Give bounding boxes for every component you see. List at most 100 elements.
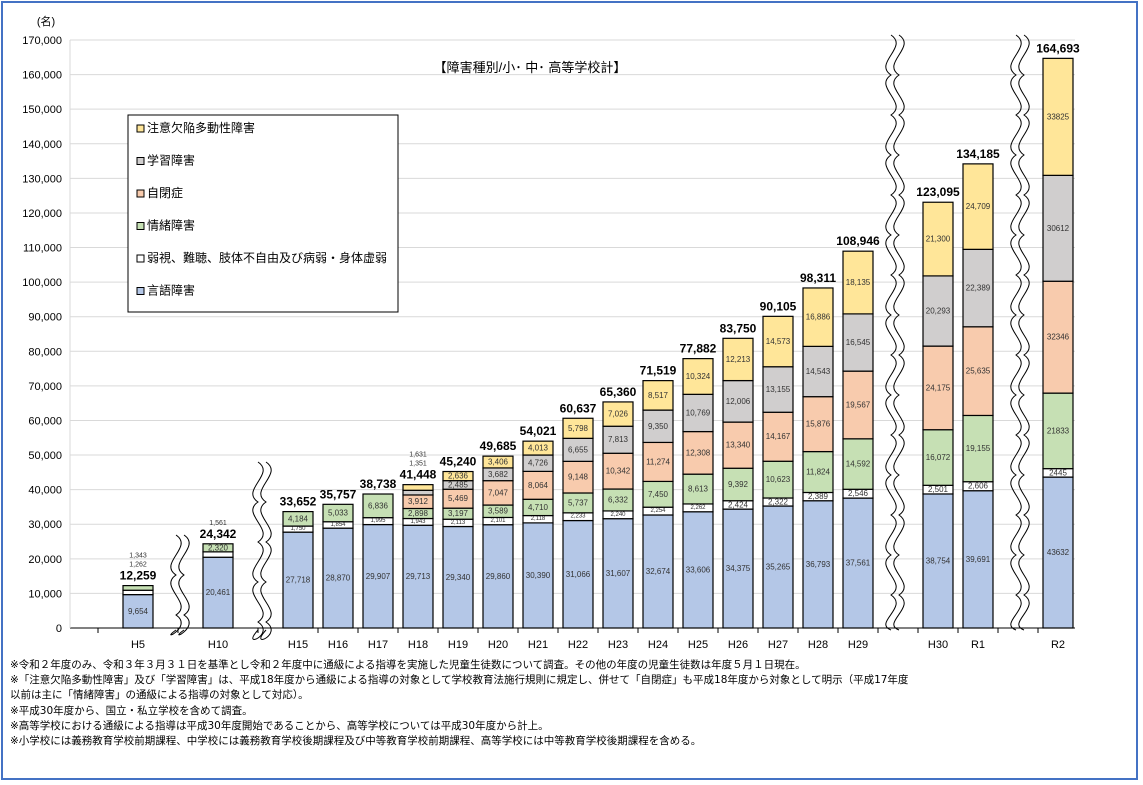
total-label: 90,105 bbox=[760, 299, 797, 313]
segment-label: 35,265 bbox=[766, 563, 791, 572]
segment-label: 1,995 bbox=[370, 518, 386, 524]
x-tick-label: H30 bbox=[928, 639, 948, 651]
bar-segment bbox=[1042, 57, 1074, 176]
segment-label: 1,343 bbox=[129, 553, 147, 560]
bar-segment bbox=[922, 275, 954, 347]
bar-segment bbox=[802, 287, 834, 347]
bar-segment bbox=[402, 484, 434, 491]
segment-label: 2,898 bbox=[408, 509, 429, 518]
bar-segment bbox=[722, 337, 754, 382]
segment-label: 2,322 bbox=[768, 498, 789, 507]
segment-label: 15,876 bbox=[806, 420, 831, 429]
footnote: ※平成30年度から、国立・私立学校を含めて調査。 bbox=[10, 704, 253, 717]
y-tick-label: 140,000 bbox=[22, 139, 62, 151]
segment-label: 5,798 bbox=[568, 424, 589, 433]
bar-segment bbox=[762, 505, 794, 629]
y-tick-label: 110,000 bbox=[23, 243, 62, 255]
segment-label: 18,135 bbox=[846, 278, 871, 287]
footnote: ※小学校には義務教育学校前期課程、中学校には義務教育学校後期課程及び中等教育学校… bbox=[10, 734, 702, 747]
bar-segment bbox=[642, 409, 674, 444]
segment-label: 2,254 bbox=[650, 508, 666, 514]
total-label: 12,259 bbox=[120, 569, 157, 583]
bar-segment bbox=[322, 503, 354, 523]
segment-label: 4,013 bbox=[528, 444, 549, 453]
axis-break-icon bbox=[178, 534, 190, 636]
segment-label: 13,340 bbox=[726, 441, 751, 450]
bar-segment bbox=[442, 525, 474, 629]
footnote: ※「注意欠陥多動性障害」及び「学習障害」は、平成18年度から通級による指導の対象… bbox=[10, 674, 909, 687]
legend-swatch bbox=[136, 287, 145, 295]
bar-segment bbox=[962, 326, 994, 417]
y-tick-label: 100,000 bbox=[22, 277, 62, 289]
bar-segment bbox=[602, 452, 634, 490]
segment-label: 10,623 bbox=[766, 475, 791, 484]
bar-segment bbox=[962, 163, 994, 250]
total-label: 45,240 bbox=[440, 455, 477, 469]
segment-label: 29,907 bbox=[366, 572, 391, 581]
x-tick-label: H15 bbox=[288, 639, 308, 651]
segment-label: 12,213 bbox=[726, 355, 751, 364]
segment-label: 28,870 bbox=[326, 574, 351, 583]
segment-label: 21833 bbox=[1047, 426, 1070, 435]
segment-label: 33,606 bbox=[686, 565, 711, 574]
segment-label: 11,824 bbox=[806, 468, 830, 477]
axis-break-icon bbox=[1010, 34, 1022, 631]
y-tick-label: 40,000 bbox=[28, 485, 62, 497]
bar-segment bbox=[282, 531, 314, 629]
legend-label: 弱視、難聴、肢体不自由及び病弱・身体虚弱 bbox=[147, 250, 387, 265]
bar-segment bbox=[122, 584, 154, 591]
total-label: 65,360 bbox=[600, 385, 637, 399]
segment-label: 24,709 bbox=[966, 202, 991, 211]
bar-segment bbox=[682, 393, 714, 433]
bar-segment bbox=[802, 450, 834, 494]
segment-label: 5,737 bbox=[568, 498, 589, 507]
segment-label: 38,754 bbox=[926, 556, 951, 565]
segment-label: 6,836 bbox=[368, 501, 389, 510]
segment-label: 8,064 bbox=[528, 481, 549, 490]
segment-label: 1,351 bbox=[409, 461, 427, 468]
total-label: 77,882 bbox=[680, 342, 717, 356]
segment-label: 7,813 bbox=[608, 435, 629, 444]
segment-label: 6,332 bbox=[608, 495, 629, 504]
x-tick-label: H25 bbox=[688, 639, 708, 651]
segment-label: 2,262 bbox=[690, 505, 706, 511]
segment-label: 2,101 bbox=[490, 518, 506, 524]
segment-label: 10,769 bbox=[686, 408, 711, 417]
bar-segment bbox=[122, 594, 154, 629]
segment-label: 9,148 bbox=[568, 473, 589, 482]
footnotes: ※令和２年度のみ、令和３年３月３１日を基準とし令和２年度中に通級による指導を実施… bbox=[10, 658, 908, 749]
x-tick-label: H28 bbox=[808, 639, 828, 651]
segment-label: 9,350 bbox=[648, 422, 669, 431]
legend-swatch bbox=[136, 157, 145, 165]
bar-segment bbox=[642, 514, 674, 629]
segment-label: 2445 bbox=[1049, 468, 1067, 477]
bar-segment bbox=[722, 467, 754, 502]
total-label: 38,738 bbox=[360, 477, 397, 491]
segment-label: 4,710 bbox=[528, 503, 549, 512]
y-tick-label: 130,000 bbox=[22, 173, 62, 185]
segment-label: 1,262 bbox=[129, 562, 147, 569]
segment-label: 24,175 bbox=[926, 383, 951, 392]
x-tick-label: H22 bbox=[568, 639, 588, 651]
segment-label: 2,606 bbox=[968, 482, 989, 491]
x-tick-label: H20 bbox=[488, 639, 508, 651]
bar-segment bbox=[562, 519, 594, 629]
x-tick-label: H10 bbox=[208, 639, 228, 651]
segment-label: 3,589 bbox=[488, 507, 509, 516]
x-tick-label: H21 bbox=[528, 639, 548, 651]
segment-label: 37,561 bbox=[846, 559, 871, 568]
segment-label: 29,713 bbox=[406, 572, 431, 581]
segment-label: 7,450 bbox=[648, 490, 669, 499]
y-tick-label: 0 bbox=[56, 623, 62, 635]
segment-label: 39,691 bbox=[966, 555, 991, 564]
legend-label: 情緒障害 bbox=[147, 218, 195, 233]
segment-label: 5,469 bbox=[448, 494, 469, 503]
bar-segment bbox=[482, 455, 514, 469]
bar-segment bbox=[842, 250, 874, 315]
segment-label: 14,592 bbox=[846, 460, 871, 469]
segment-label: 43632 bbox=[1047, 548, 1070, 557]
footnote: 以前は主に「情緒障害」の通級による指導の対象として対応）。 bbox=[10, 689, 309, 702]
legend-swatch bbox=[136, 124, 145, 133]
bar-segment bbox=[802, 345, 834, 398]
